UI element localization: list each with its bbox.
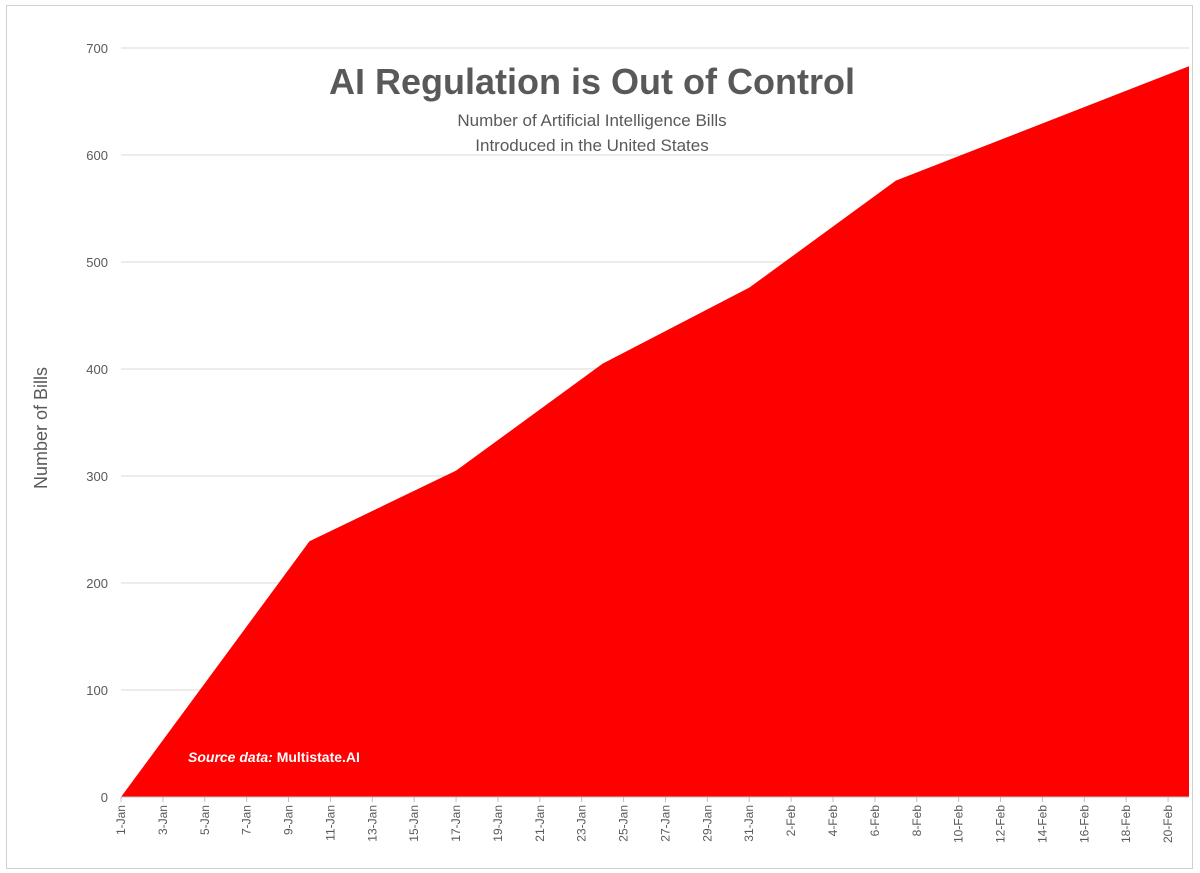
x-tick-labels: 1-Jan 3-Jan 5-Jan 7-Jan 9-Jan 11-Jan 13-Jan 15-… xyxy=(114,797,1175,843)
x-tick-label-7-Jan: 7-Jan xyxy=(240,805,254,835)
y-tick-label-0: 0 xyxy=(101,790,108,805)
y-tick-label-700: 700 xyxy=(86,41,108,56)
x-tick-label-5-Jan: 5-Jan xyxy=(198,805,212,835)
y-tick-label-300: 300 xyxy=(86,469,108,484)
x-tick-label-2-Feb: 2-Feb xyxy=(784,805,798,837)
x-tick-label-3-Jan: 3-Jan xyxy=(156,805,170,835)
x-tick-label-29-Jan: 29-Jan xyxy=(700,805,714,842)
x-tick-label-11-Jan: 11-Jan xyxy=(323,805,337,841)
x-tick-label-4-Feb: 4-Feb xyxy=(826,805,840,837)
x-tick-label-21-Jan: 21-Jan xyxy=(533,805,547,842)
chart-title: AI Regulation is Out of Control xyxy=(329,61,855,102)
x-tick-label-20-Feb: 20-Feb xyxy=(1161,805,1175,843)
y-tick-label-400: 400 xyxy=(86,362,108,377)
x-tick-label-25-Jan: 25-Jan xyxy=(617,805,631,842)
x-tick-label-13-Jan: 13-Jan xyxy=(365,805,379,842)
chart-frame: 0 100 200 300 400 500 600 700 1-Jan 3-Jan 5-Jan 7-… xyxy=(6,5,1193,869)
x-tick-label-8-Feb: 8-Feb xyxy=(910,805,924,837)
y-tick-label-200: 200 xyxy=(86,576,108,591)
y-tick-label-100: 100 xyxy=(86,683,108,698)
x-tick-label-12-Feb: 12-Feb xyxy=(994,805,1008,843)
x-tick-label-16-Feb: 16-Feb xyxy=(1077,805,1091,843)
x-tick-label-23-Jan: 23-Jan xyxy=(575,805,589,842)
x-tick-label-17-Jan: 17-Jan xyxy=(449,805,463,842)
source-annotation: Source data: Multistate.AI xyxy=(188,749,360,765)
y-tick-label-600: 600 xyxy=(86,148,108,163)
x-tick-label-19-Jan: 19-Jan xyxy=(491,805,505,842)
y-tick-label-500: 500 xyxy=(86,255,108,270)
area-chart: 0 100 200 300 400 500 600 700 1-Jan 3-Jan 5-Jan 7-… xyxy=(31,41,1190,843)
x-tick-label-6-Feb: 6-Feb xyxy=(868,805,882,837)
area-fill-number-of-bills xyxy=(121,66,1189,797)
chart-subtitle-line-1: Number of Artificial Intelligence Bills xyxy=(457,111,726,130)
area-series xyxy=(120,66,1190,798)
source-annotation-prefix: Source data: xyxy=(188,749,273,765)
y-tick-labels: 0 100 200 300 400 500 600 700 xyxy=(86,41,108,805)
source-annotation-text: Multistate.AI xyxy=(273,749,360,765)
x-tick-label-1-Jan: 1-Jan xyxy=(114,805,128,835)
x-tick-label-18-Feb: 18-Feb xyxy=(1119,805,1133,843)
y-axis-label: Number of Bills xyxy=(31,367,51,489)
x-tick-label-9-Jan: 9-Jan xyxy=(282,805,296,835)
x-tick-label-15-Jan: 15-Jan xyxy=(407,805,421,842)
x-tick-label-31-Jan: 31-Jan xyxy=(742,805,756,842)
x-tick-label-14-Feb: 14-Feb xyxy=(1035,805,1049,843)
x-tick-label-27-Jan: 27-Jan xyxy=(658,805,672,842)
x-tick-label-10-Feb: 10-Feb xyxy=(952,805,966,843)
chart-subtitle-line-2: Introduced in the United States xyxy=(475,136,708,155)
